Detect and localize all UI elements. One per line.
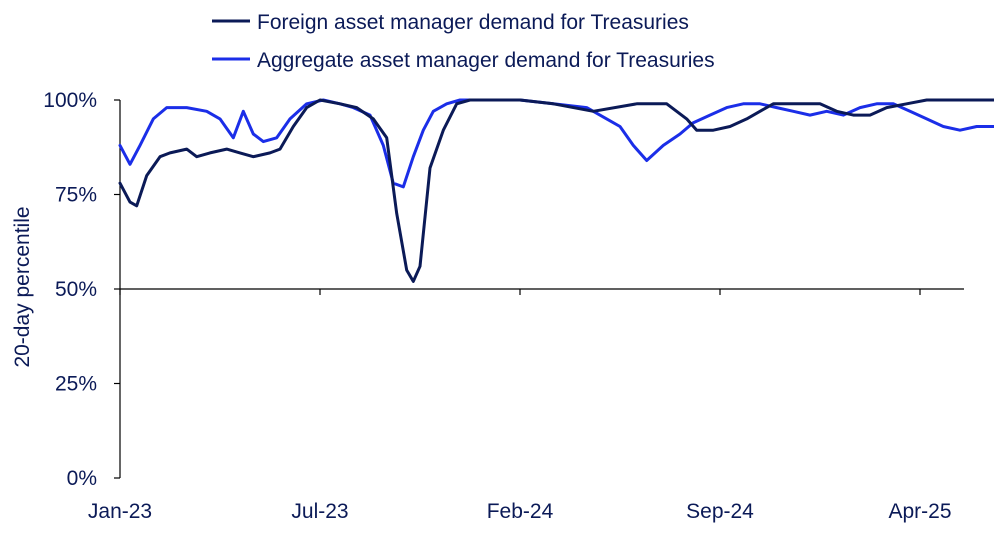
x-tick-label: Jul-23 bbox=[291, 500, 348, 523]
y-axis-title: 20-day percentile bbox=[11, 206, 34, 367]
y-tick-label: 25% bbox=[55, 373, 97, 396]
legend-item-foreign: Foreign asset manager demand for Treasur… bbox=[212, 11, 689, 34]
y-tick-label: 100% bbox=[43, 89, 97, 112]
y-axis: 100% 75% 50% 25% 0% bbox=[43, 89, 120, 490]
x-tick-label: Jan-23 bbox=[88, 500, 152, 523]
x-axis: Jan-23 Jul-23 Feb-24 Sep-24 Apr-25 bbox=[88, 289, 952, 523]
series-line-foreign bbox=[118, 98, 994, 283]
x-tick-label: Sep-24 bbox=[686, 500, 754, 523]
x-tick-label: Apr-25 bbox=[888, 500, 951, 523]
legend-label-foreign: Foreign asset manager demand for Treasur… bbox=[257, 11, 689, 34]
series-line-aggregate bbox=[118, 98, 994, 189]
y-tick-label: 0% bbox=[67, 467, 97, 490]
legend-item-aggregate: Aggregate asset manager demand for Treas… bbox=[212, 49, 715, 72]
legend-label-aggregate: Aggregate asset manager demand for Treas… bbox=[257, 49, 715, 72]
y-tick-label: 75% bbox=[55, 184, 97, 207]
y-tick-label: 50% bbox=[55, 278, 97, 301]
x-tick-label: Feb-24 bbox=[487, 500, 554, 523]
legend: Foreign asset manager demand for Treasur… bbox=[212, 11, 715, 72]
